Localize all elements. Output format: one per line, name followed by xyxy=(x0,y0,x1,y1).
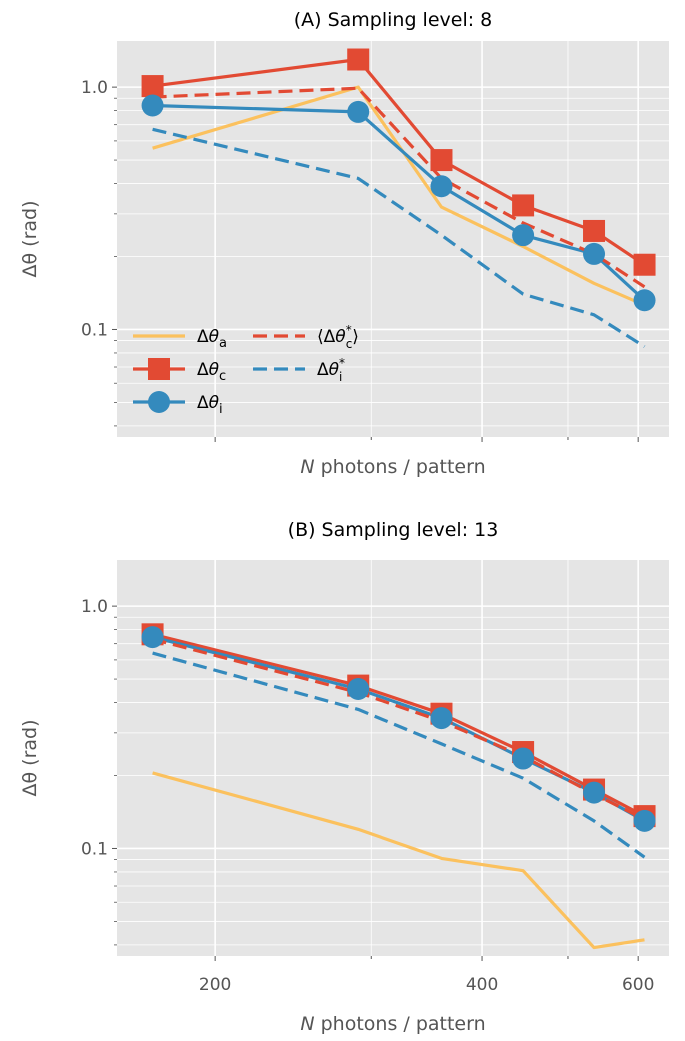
series-line-0 xyxy=(152,85,646,307)
x-tick-label: 200 xyxy=(199,975,231,995)
legend-label: Δθc xyxy=(197,360,226,384)
data-point-square xyxy=(512,194,535,217)
chart-panel-b: 0.1 1.0 200 400 600 (B) Sampling level: 13 N p… xyxy=(19,519,669,1035)
data-point-square xyxy=(430,149,453,172)
data-point-square xyxy=(583,219,606,242)
series-line-4 xyxy=(152,651,646,859)
y-tick-label: 1.0 xyxy=(81,78,108,98)
legend-label: Δθa xyxy=(197,327,227,351)
data-point-circle xyxy=(633,809,656,832)
y-tick-label: 1.0 xyxy=(81,597,108,617)
data-point-circle xyxy=(633,289,656,312)
x-tick-label: 600 xyxy=(622,975,654,995)
data-point-circle xyxy=(347,100,370,123)
series-line-3 xyxy=(152,637,646,821)
y-tick-label: 0.1 xyxy=(81,839,108,859)
data-point-circle xyxy=(141,94,164,117)
y-tick-label: 0.1 xyxy=(81,320,108,340)
chart-title: (B) Sampling level: 13 xyxy=(288,519,499,541)
x-axis-label: N photons / pattern xyxy=(300,1013,485,1035)
series-line-0 xyxy=(152,771,645,950)
data-point-circle xyxy=(583,242,606,265)
data-point-square xyxy=(141,75,164,98)
data-point-circle xyxy=(512,747,535,770)
y-axis-label: Δθ (rad) xyxy=(19,200,41,277)
legend-label: ⟨Δθ* c⟩ xyxy=(317,323,359,351)
chart-title: (A) Sampling level: 8 xyxy=(294,9,493,31)
legend-label: Δθ* i xyxy=(317,356,345,384)
data-point-circle xyxy=(512,224,535,247)
plot-area xyxy=(117,560,669,956)
data-point-circle xyxy=(347,678,370,701)
series-line-2 xyxy=(152,103,646,302)
data-point-circle xyxy=(141,626,164,649)
data-point-circle xyxy=(430,707,453,730)
legend-marker xyxy=(148,358,170,380)
series-line-4 xyxy=(152,127,646,348)
x-axis-label: N photons / pattern xyxy=(300,456,485,478)
legend: Δθa Δθc Δθi ⟨Δθ* c⟩ Δθ* i xyxy=(133,323,359,417)
chart-panel-a: 0.1 1.0 (A) Sampling level: 8 N photons / p… xyxy=(19,9,669,478)
legend-label: Δθi xyxy=(197,393,223,417)
legend-marker xyxy=(148,391,170,413)
y-axis-label: Δθ (rad) xyxy=(19,719,41,796)
data-point-circle xyxy=(583,781,606,804)
data-point-square xyxy=(347,48,370,71)
x-tick-label: 400 xyxy=(466,975,498,995)
data-point-square xyxy=(633,253,656,276)
data-point-circle xyxy=(430,175,453,198)
